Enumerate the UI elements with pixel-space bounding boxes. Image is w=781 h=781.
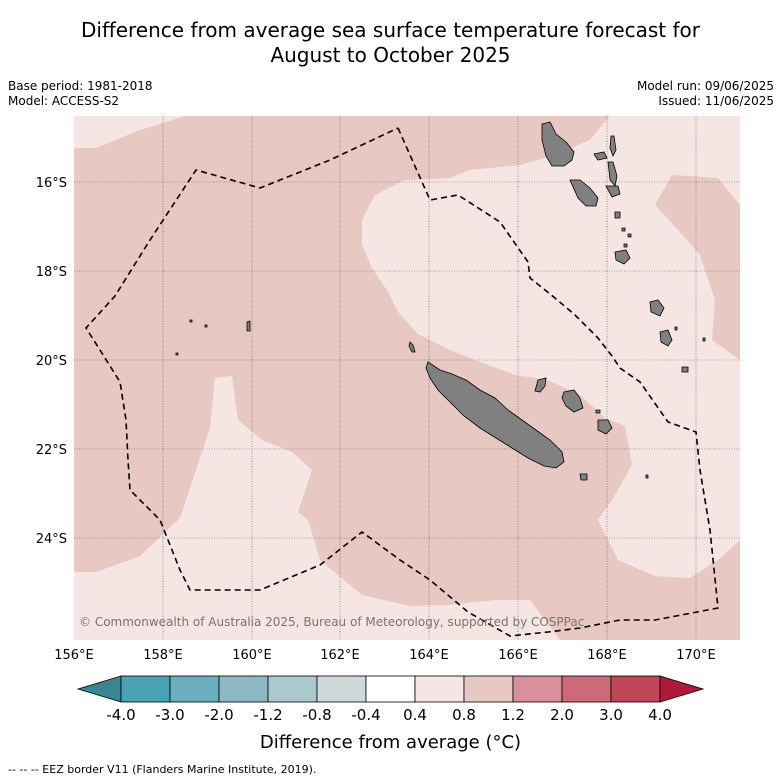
lat-label-22s: 22°S — [36, 443, 67, 458]
title-line-1: Difference from average sea surface temp… — [80, 18, 700, 42]
colorbar-segment — [463, 675, 514, 703]
colorbar: -4.0 -3.0 -2.0 -1.2 -0.8 -0.4 0.4 0.8 1.2 2.0 3.0 4… — [76, 675, 705, 724]
colorbar-extend-high — [659, 675, 705, 703]
ouvea — [534, 377, 547, 393]
aneityum — [681, 366, 689, 373]
small-islet-2 — [627, 233, 632, 238]
anomaly-patch-top-left — [74, 116, 185, 148]
lon-label-166e: 166°E — [498, 648, 538, 663]
new-caledonia-grande-terre — [425, 361, 565, 469]
pentecost-ambrym — [607, 161, 618, 187]
colorbar-segment — [169, 675, 220, 703]
tiga — [595, 409, 601, 414]
model-run: Model run: 09/06/2025 — [636, 79, 774, 93]
colorbar-tick-label: 3.0 — [599, 706, 623, 724]
lon-label-170e: 170°E — [676, 648, 716, 663]
meta-left: Base period: 1981-2018 Model: ACCESS-S2 — [8, 79, 153, 109]
meta-right: Model run: 09/06/2025 Issued: 11/06/2025 — [637, 79, 774, 109]
anomaly-patch-south-west — [74, 376, 560, 640]
colorbar-segment — [610, 675, 661, 703]
copyright-text: © Commonwealth of Australia 2025, Bureau… — [79, 615, 584, 629]
small-islet-3 — [623, 243, 628, 248]
lat-label-16s: 16°S — [36, 176, 67, 191]
lon-label-164e: 164°E — [409, 648, 449, 663]
small-islet-1 — [621, 227, 626, 232]
lifou — [561, 389, 584, 413]
colorbar-extend-low — [76, 675, 122, 703]
colorbar-tick-label: -4.0 — [106, 706, 135, 724]
espiritu-santo — [541, 121, 575, 167]
mare — [597, 419, 613, 435]
model-name: Model: ACCESS-S2 — [8, 94, 120, 108]
colorbar-segment — [561, 675, 612, 703]
colorbar-segment — [414, 675, 465, 703]
reef-islet-1 — [189, 319, 193, 323]
lon-label-160e: 160°E — [232, 648, 272, 663]
anomaly-patch-central — [362, 180, 740, 578]
colorbar-tick-label: 0.8 — [452, 706, 476, 724]
aniwa-islet — [674, 326, 678, 331]
lat-label-20s: 20°S — [36, 354, 67, 369]
reef-islet-3 — [175, 352, 179, 356]
lat-label-24s: 24°S — [36, 532, 67, 547]
colorbar-tick-label: -1.2 — [253, 706, 282, 724]
colorbar-segments — [76, 675, 705, 703]
lon-label-158e: 158°E — [143, 648, 183, 663]
lon-label-162e: 162°E — [320, 648, 360, 663]
reef-islet-2 — [204, 324, 208, 328]
colorbar-tick-label: -2.0 — [204, 706, 233, 724]
title-line-2: August to October 2025 — [270, 43, 511, 67]
land — [175, 121, 706, 481]
colorbar-segment — [316, 675, 367, 703]
belep-islands — [408, 341, 416, 353]
map-area: © Commonwealth of Australia 2025, Bureau… — [74, 116, 740, 640]
latitude-labels: 16°S 18°S 20°S 22°S 24°S — [36, 176, 67, 547]
colorbar-title: Difference from average (°C) — [259, 732, 522, 753]
colorbar-tick-label: 0.4 — [403, 706, 427, 724]
efate — [614, 249, 631, 265]
colorbar-tick-label: 4.0 — [648, 706, 672, 724]
colorbar-tick-label: 2.0 — [550, 706, 574, 724]
colorbar-segment — [267, 675, 318, 703]
paama-epi — [605, 185, 621, 198]
erromango — [649, 299, 665, 317]
chesterfield-islet — [246, 320, 251, 332]
walpole-islet — [645, 474, 649, 479]
map-title: Difference from average sea surface temp… — [0, 18, 781, 68]
issued-date: Issued: 11/06/2025 — [658, 94, 774, 108]
colorbar-tick-label: 1.2 — [501, 706, 525, 724]
colorbar-segment — [120, 675, 171, 703]
tanna — [659, 329, 673, 347]
longitude-labels: 156°E 158°E 160°E 162°E 164°E 166°E 168°… — [54, 648, 716, 663]
malo — [593, 151, 608, 161]
lon-label-156e: 156°E — [54, 648, 94, 663]
base-period: Base period: 1981-2018 — [8, 79, 153, 93]
lat-label-18s: 18°S — [36, 265, 67, 280]
isle-of-pines — [579, 473, 588, 481]
maewo — [609, 135, 617, 157]
eez-border — [84, 127, 719, 637]
shepherd-islands — [614, 211, 621, 219]
eez-footnote: -- -- -- EEZ border V11 (Flanders Marine… — [8, 763, 317, 776]
colorbar-segment — [512, 675, 563, 703]
colorbar-segment — [218, 675, 269, 703]
colorbar-tick-label: -0.4 — [351, 706, 380, 724]
futuna-islet — [702, 337, 706, 342]
lon-label-168e: 168°E — [587, 648, 627, 663]
colorbar-segment — [365, 675, 416, 703]
colorbar-tick-label: -0.8 — [302, 706, 331, 724]
graticule — [74, 116, 740, 640]
colorbar-tick-label: -3.0 — [155, 706, 184, 724]
malakula — [569, 179, 599, 207]
anomaly-patch-north-east — [405, 116, 740, 412]
colorbar-tick-labels: -4.0 -3.0 -2.0 -1.2 -0.8 -0.4 0.4 0.8 1.2 2.0 3.0 4… — [106, 706, 672, 724]
